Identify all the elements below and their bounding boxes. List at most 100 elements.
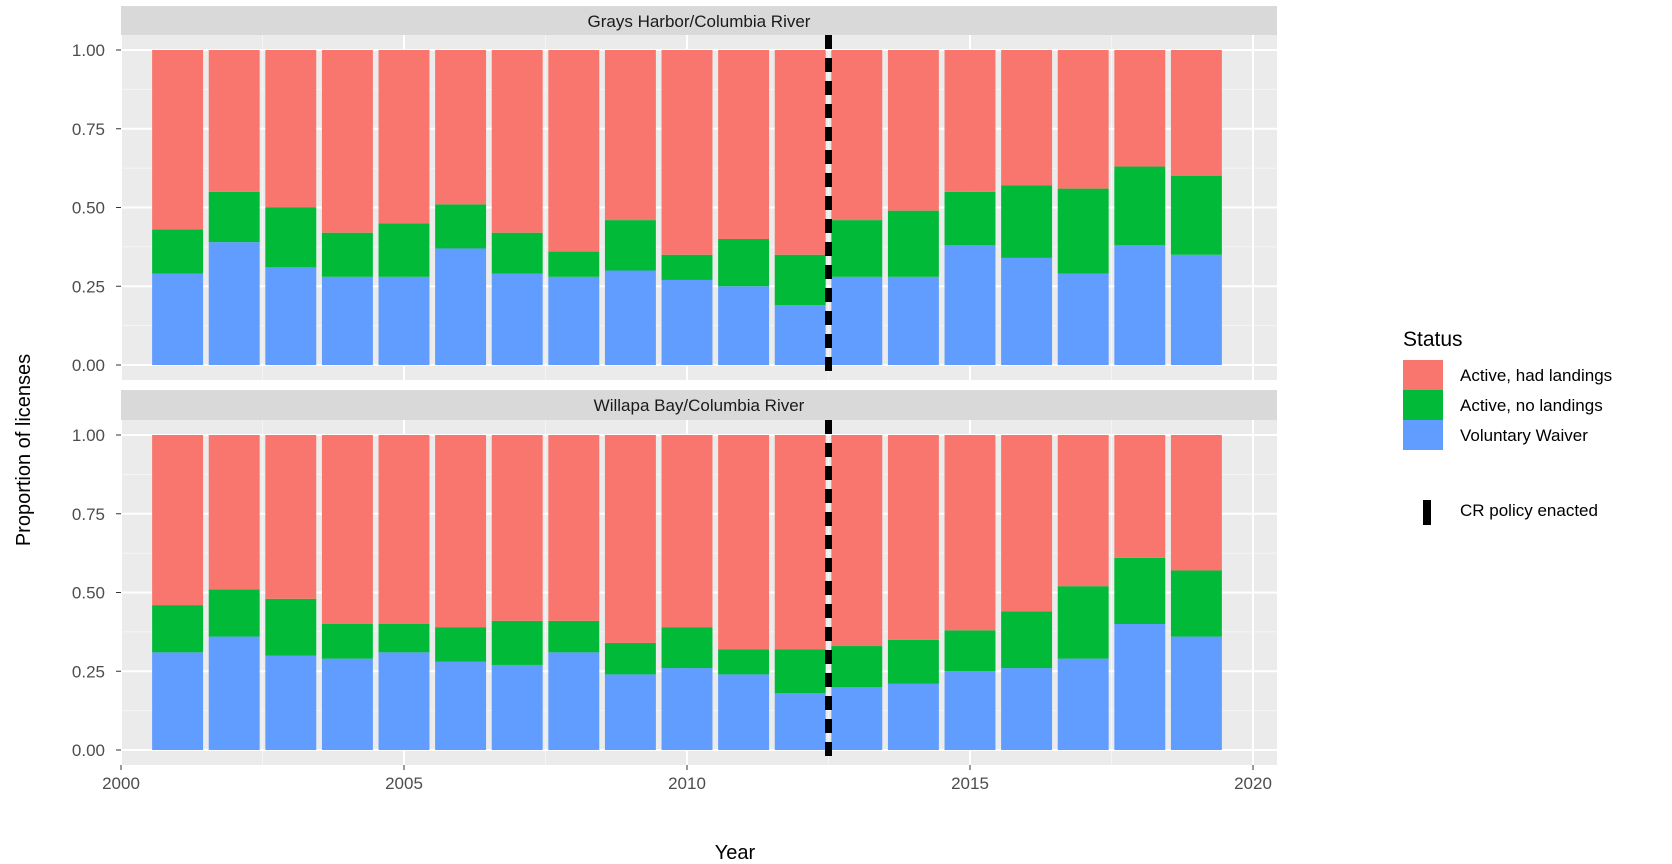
- bar-segment-active-no-landings: [265, 598, 317, 656]
- legend-items: Active, had landings Active, no landings V…: [1403, 360, 1612, 450]
- bar-segment-active-no-landings: [548, 620, 600, 653]
- bar-segment-active-had-landings: [548, 435, 600, 621]
- y-tick-label: 0.75: [72, 505, 105, 524]
- bar-segment-voluntary-waiver: [491, 664, 543, 750]
- bar-segment-active-no-landings: [1114, 557, 1166, 624]
- bar-segment-voluntary-waiver: [321, 276, 373, 365]
- bar-segment-voluntary-waiver: [1001, 257, 1053, 365]
- bar-segment-active-had-landings: [491, 50, 543, 233]
- bar-segment-active-had-landings: [944, 435, 996, 631]
- facet-strip: [121, 390, 1277, 420]
- bar-segment-voluntary-waiver: [604, 674, 656, 750]
- bar-segment-active-no-landings: [944, 191, 996, 246]
- bar-segment-active-no-landings: [661, 627, 713, 669]
- bar-segment-active-no-landings: [152, 229, 204, 274]
- facet-panels: Grays Harbor/Columbia River 0.00 0.25 0.50 0…: [72, 6, 1277, 793]
- bar-segment-active-no-landings: [1170, 176, 1222, 255]
- bar-segment-active-no-landings: [548, 251, 600, 277]
- bar-segment-voluntary-waiver: [152, 273, 204, 365]
- bar-segment-active-had-landings: [1001, 435, 1053, 612]
- bar-segment-voluntary-waiver: [661, 668, 713, 750]
- bar-segment-voluntary-waiver: [1114, 245, 1166, 365]
- bar-segment-active-no-landings: [1114, 166, 1166, 246]
- x-axis-title: Year: [715, 842, 756, 864]
- bar-segment-active-had-landings: [321, 50, 373, 233]
- x-tick-label: 2020: [1234, 774, 1272, 793]
- bar-segment-active-had-landings: [265, 50, 317, 208]
- bar-segment-voluntary-waiver: [774, 305, 826, 365]
- bar-segment-active-had-landings: [774, 435, 826, 650]
- y-tick-label: 0.50: [72, 199, 105, 218]
- bar-segment-voluntary-waiver: [321, 658, 373, 750]
- bar-segment-active-no-landings: [378, 223, 430, 277]
- bar-segment-active-no-landings: [1057, 586, 1109, 659]
- bar-segment-active-had-landings: [887, 50, 939, 211]
- bar-segment-active-had-landings: [887, 435, 939, 640]
- bar-segment-active-had-landings: [1114, 50, 1166, 167]
- y-tick-label: 0.50: [72, 584, 105, 603]
- bar-segment-active-had-landings: [491, 435, 543, 621]
- bar-segment-active-no-landings: [152, 605, 204, 653]
- bar-segment-voluntary-waiver: [887, 683, 939, 750]
- bar-segment-active-no-landings: [208, 589, 260, 637]
- bar-segment-voluntary-waiver: [944, 671, 996, 750]
- bar-segment-active-no-landings: [491, 620, 543, 665]
- facet-panel-1: Grays Harbor/Columbia River 0.00 0.25 0.50 0…: [72, 6, 1277, 380]
- bar-segment-voluntary-waiver: [265, 655, 317, 750]
- bar-segment-active-had-landings: [1170, 50, 1222, 176]
- bar-segment-voluntary-waiver: [831, 276, 883, 365]
- bar-segment-active-had-landings: [435, 50, 487, 205]
- bar-segment-active-no-landings: [435, 627, 487, 662]
- bar-segment-active-had-landings: [604, 435, 656, 643]
- bar-segment-active-had-landings: [208, 435, 260, 590]
- x-tick-label: 2015: [951, 774, 989, 793]
- bar-segment-voluntary-waiver: [604, 270, 656, 365]
- y-tick-label: 0.25: [72, 662, 105, 681]
- bar-segment-active-no-landings: [831, 646, 883, 687]
- bar-segment-voluntary-waiver: [208, 636, 260, 750]
- bar-segment-active-no-landings: [435, 204, 487, 249]
- bar-segment-active-had-landings: [435, 435, 487, 628]
- bar-segment-active-had-landings: [718, 435, 770, 650]
- bar-segment-active-no-landings: [1001, 611, 1053, 669]
- x-tick-label: 2005: [385, 774, 423, 793]
- bar-segment-voluntary-waiver: [548, 276, 600, 365]
- y-tick-label: 0.25: [72, 277, 105, 296]
- y-tick-label: 1.00: [72, 426, 105, 445]
- bar-segment-voluntary-waiver: [831, 687, 883, 750]
- bar-segment-active-no-landings: [774, 649, 826, 694]
- bar-segment-voluntary-waiver: [774, 693, 826, 750]
- bar-segment-voluntary-waiver: [208, 242, 260, 365]
- bar-segment-voluntary-waiver: [378, 652, 430, 750]
- bar-segment-active-no-landings: [1001, 185, 1053, 258]
- bar-segment-voluntary-waiver: [1001, 668, 1053, 750]
- bar-segment-active-had-landings: [944, 50, 996, 192]
- legend-label-active-no-landings: Active, no landings: [1460, 396, 1603, 415]
- bar-segment-active-no-landings: [661, 254, 713, 280]
- bar-segment-voluntary-waiver: [718, 286, 770, 365]
- bar-segment-voluntary-waiver: [1114, 624, 1166, 750]
- bar-segment-active-had-landings: [152, 435, 204, 606]
- bar-segment-active-no-landings: [718, 239, 770, 287]
- legend-label-active-had-landings: Active, had landings: [1460, 366, 1612, 385]
- bar-segment-voluntary-waiver: [944, 245, 996, 365]
- bar-segment-active-had-landings: [152, 50, 204, 230]
- bar-segment-active-had-landings: [831, 50, 883, 221]
- facet-strip-label: Grays Harbor/Columbia River: [588, 12, 811, 31]
- y-tick-label: 0.75: [72, 120, 105, 139]
- bar-segment-voluntary-waiver: [378, 276, 430, 365]
- bar-segment-active-had-landings: [1001, 50, 1053, 186]
- bar-segment-active-had-landings: [831, 435, 883, 647]
- bar-segment-active-had-landings: [1170, 435, 1222, 571]
- y-tick-label: 0.00: [72, 356, 105, 375]
- bar-segment-voluntary-waiver: [265, 267, 317, 365]
- bar-segment-voluntary-waiver: [1170, 254, 1222, 365]
- y-tick-label: 1.00: [72, 41, 105, 60]
- legend-key-active-no-landings: [1403, 390, 1443, 420]
- bar-segment-active-had-landings: [378, 50, 430, 224]
- bar-segment-active-no-landings: [944, 630, 996, 672]
- bar-segment-active-no-landings: [887, 210, 939, 277]
- facet-panel-2: Willapa Bay/Columbia River 0.00 0.25 0.50 0.…: [72, 390, 1277, 793]
